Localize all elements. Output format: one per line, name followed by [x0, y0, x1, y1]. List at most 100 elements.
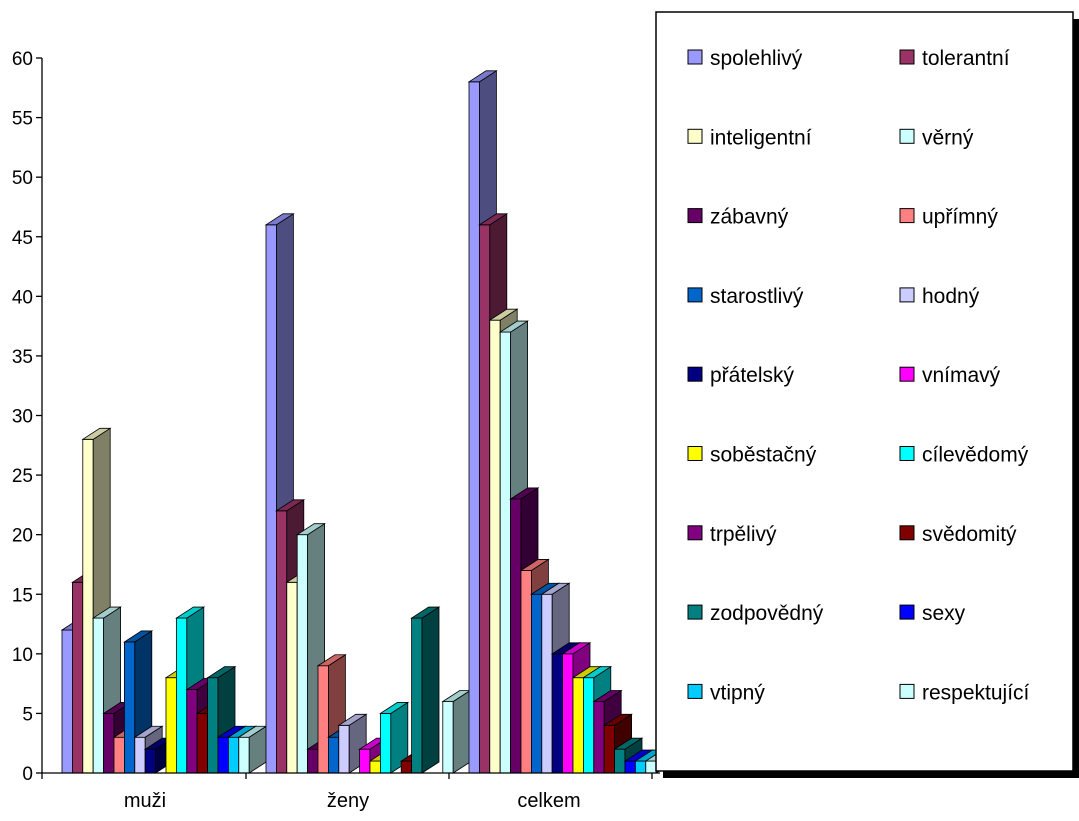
bar-top — [337, 713, 368, 726]
bar-front — [238, 736, 250, 774]
bar-front — [583, 677, 595, 774]
legend-swatch — [687, 366, 703, 382]
legend-label: trpělivý — [710, 523, 777, 546]
x-category-label: muži — [124, 790, 166, 812]
bar-front — [468, 81, 480, 774]
bar-front — [562, 653, 574, 774]
bar-respektujici-zeny — [441, 689, 472, 774]
bar-top — [316, 654, 347, 667]
bar-front — [144, 748, 156, 774]
legend-item-zodpovedny: zodpovědný — [687, 602, 824, 625]
legend-swatch — [899, 604, 915, 620]
y-tick-label: 35 — [12, 347, 33, 368]
bar-front — [296, 534, 309, 774]
bar-front — [603, 724, 616, 774]
bar-front — [175, 617, 188, 774]
bar-respektujici-muzi — [237, 725, 268, 774]
legend-swatch — [687, 525, 703, 541]
bar-front — [411, 617, 423, 774]
x-category-label: celkem — [517, 790, 580, 812]
legend-item-sexy: sexy — [899, 602, 966, 625]
legend-label: soběstačný — [710, 444, 817, 467]
bar-front — [635, 760, 647, 774]
legend-item-cilevedomy: cílevědomý — [899, 444, 1029, 467]
bar-top — [602, 713, 633, 726]
legend-swatch — [899, 128, 915, 144]
legend-swatch — [687, 683, 703, 699]
bar-front — [442, 701, 454, 774]
bar-front — [307, 748, 319, 774]
axes: 0 5 10 15 20 25 30 35 40 45 50 55 60 muži ženy celkem — [12, 49, 660, 812]
legend-label: zábavný — [710, 206, 789, 229]
y-tick-label: 0 — [22, 764, 33, 785]
bar-front — [520, 570, 532, 774]
bar-front — [645, 760, 657, 774]
legend-label: starostlivý — [710, 285, 804, 308]
bar-front — [82, 438, 94, 774]
bar-front — [478, 224, 491, 774]
bar-top — [295, 523, 326, 536]
bar-top — [509, 487, 540, 500]
legend-swatch — [687, 604, 703, 620]
legend-item-trpelivy: trpělivý — [687, 523, 777, 546]
legend-item-starostlivy: starostlivý — [687, 285, 804, 308]
legend-label: vnímavý — [922, 364, 1001, 387]
bar-front — [113, 736, 125, 774]
bar-front — [227, 736, 240, 774]
bar-top — [133, 725, 164, 738]
legend-item-sobestacny: soběstačný — [687, 444, 817, 467]
bar-front — [499, 331, 512, 774]
bar-top — [175, 606, 206, 619]
legend-item-tolerantni: tolerantní — [899, 47, 1010, 70]
bar-top — [561, 642, 592, 655]
bar-front — [359, 748, 371, 774]
y-tick-label: 60 — [12, 49, 33, 70]
legend-swatch — [899, 366, 915, 382]
y-tick-label: 30 — [12, 407, 33, 428]
bar-front — [207, 677, 219, 774]
legend-swatch — [687, 446, 703, 461]
bar-front — [369, 760, 381, 774]
legend-item-vnimavy: vnímavý — [899, 364, 1001, 387]
legend-swatch — [899, 525, 915, 541]
legend-label: sexy — [922, 602, 966, 625]
legend-swatch — [899, 208, 915, 224]
bar-top — [81, 427, 112, 440]
legend-item-zabavny: zábavný — [687, 206, 789, 229]
legend-label: inteligentní — [710, 126, 812, 149]
legend-label: respektující — [922, 681, 1030, 704]
bar-front — [275, 510, 288, 774]
bar-top — [123, 630, 154, 643]
bar-front — [379, 713, 392, 774]
legend-swatch — [899, 683, 915, 699]
bar-front — [338, 724, 350, 774]
y-tick-label: 45 — [12, 228, 33, 249]
bar-top — [275, 499, 306, 512]
bar-front — [327, 736, 340, 774]
bar-front — [134, 736, 146, 774]
bar-top — [582, 666, 613, 679]
legend-item-spolehlivy: spolehlivý — [687, 47, 803, 70]
bar-front — [624, 760, 636, 774]
legend-item-inteligentni: inteligentní — [687, 126, 812, 149]
bar-top — [410, 606, 441, 619]
y-tick-label: 25 — [12, 466, 33, 487]
bar-front — [196, 713, 208, 774]
legend-label: zodpovědný — [710, 602, 824, 625]
legend-swatch — [687, 287, 703, 303]
y-tick-label: 55 — [12, 109, 33, 130]
legend-swatch — [899, 287, 915, 303]
y-tick-label: 20 — [12, 526, 33, 547]
legend-item-uprimny: upřímný — [899, 206, 998, 229]
legend: spolehlivý tolerantní inteligentní věrný záb… — [655, 11, 1079, 778]
legend-label: cílevědomý — [922, 444, 1029, 467]
bar-side — [452, 689, 471, 774]
legend-swatch — [899, 446, 915, 461]
legend-box — [655, 11, 1074, 772]
legend-item-respektujici: respektující — [899, 681, 1030, 704]
bar-top — [613, 737, 644, 750]
bar-top — [206, 666, 237, 679]
y-tick-label: 50 — [12, 168, 33, 189]
bar-top — [488, 308, 519, 321]
